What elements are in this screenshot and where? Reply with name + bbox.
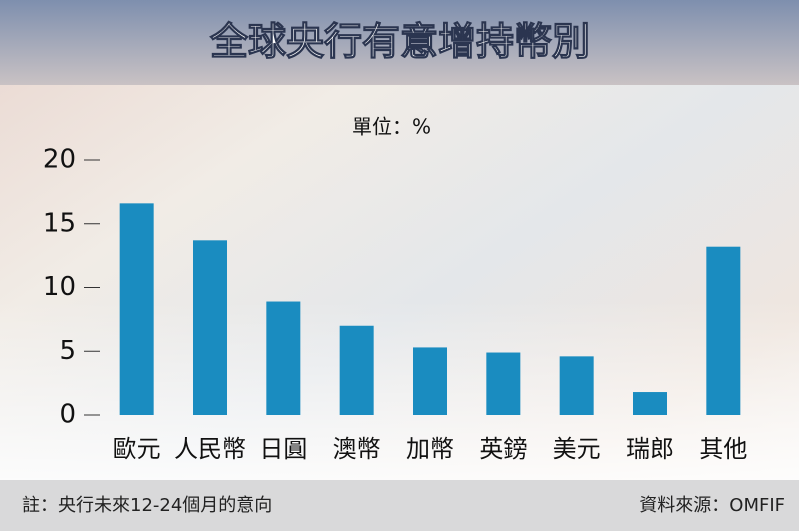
- y-tick-label: 5: [59, 336, 76, 366]
- x-tick-label: 其他: [699, 435, 747, 463]
- note: 註：央行未來12-24個月的意向: [22, 495, 272, 516]
- x-tick-label: 澳幣: [333, 435, 381, 463]
- bar: [486, 352, 521, 415]
- unit-label: 單位：%: [352, 115, 431, 139]
- top-band: [0, 0, 799, 85]
- source: 資料來源：OMFIF: [639, 495, 785, 516]
- y-tick-label: 10: [43, 272, 76, 302]
- bar: [339, 325, 374, 415]
- footer-band: [0, 480, 799, 531]
- chart-title: 全球央行有意增持幣別: [209, 20, 590, 64]
- x-tick-label: 美元: [553, 435, 601, 463]
- x-tick-label: 日圓: [259, 435, 307, 463]
- y-tick-label: 15: [43, 208, 76, 238]
- y-tick-label: 0: [59, 400, 76, 430]
- bar: [706, 246, 741, 415]
- bar: [266, 301, 301, 415]
- bar: [413, 347, 447, 415]
- bar: [119, 203, 154, 415]
- bar: [633, 392, 667, 415]
- y-tick-label: 20: [43, 145, 76, 175]
- x-tick-label: 加幣: [406, 435, 454, 463]
- x-tick-label: 英鎊: [479, 435, 527, 463]
- bar: [193, 240, 227, 415]
- x-tick-label: 瑞郎: [626, 435, 674, 463]
- x-tick-label: 人民幣: [174, 435, 246, 463]
- x-tick-label: 歐元: [113, 435, 161, 463]
- bar: [559, 356, 594, 415]
